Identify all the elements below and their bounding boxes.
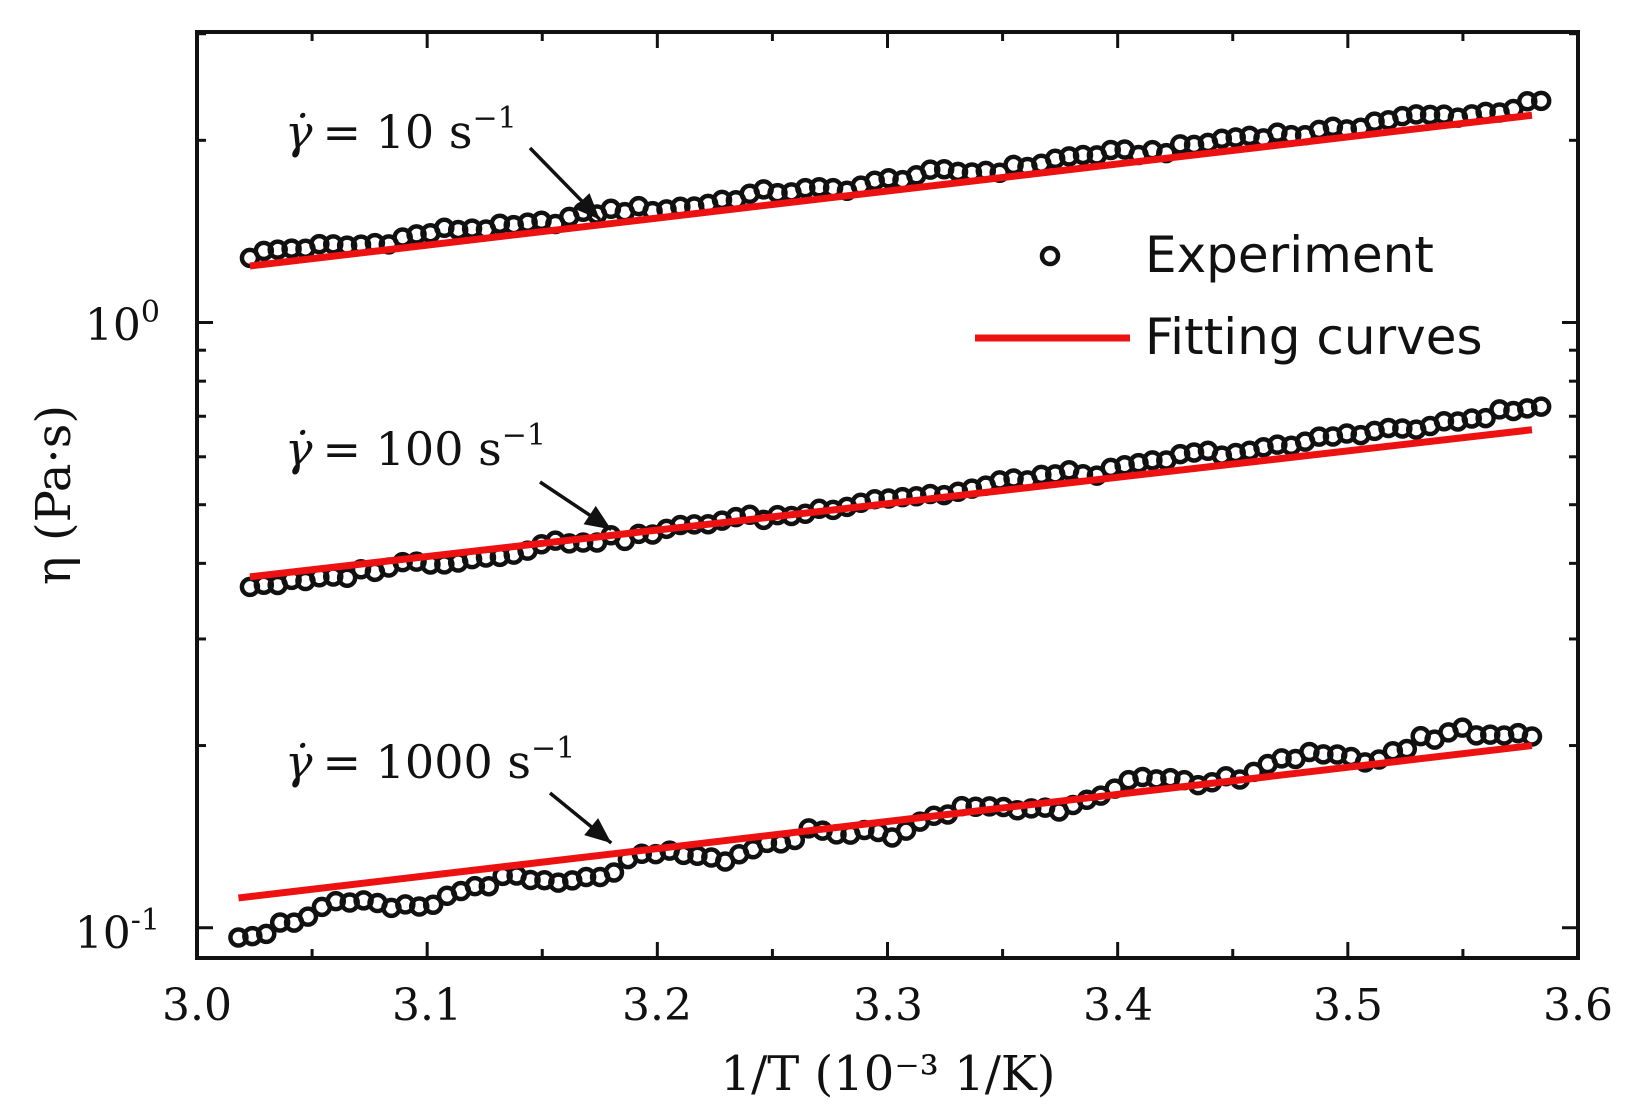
legend: Experiment Fitting curves: [975, 226, 1483, 366]
annotation-100: γ̇ = 100 s−1: [285, 418, 546, 476]
annotation-eq: = 1000 s: [323, 735, 531, 789]
data-point: [478, 875, 500, 897]
annotation-arrowhead: [584, 818, 612, 844]
annotations: [528, 146, 613, 845]
annotation-10: γ̇ = 10 s−1: [285, 101, 517, 159]
data-point: [1530, 90, 1552, 112]
x-tick-label: 3.1: [392, 980, 462, 1031]
annotation-exp: −1: [472, 101, 516, 136]
fit-line: [249, 426, 1533, 581]
annotation-1000: γ̇ = 1000 s−1: [285, 731, 575, 789]
x-tick-label: 3.2: [622, 980, 692, 1031]
axis-ticks: [195, 32, 1580, 958]
annotation-symbol: γ̇: [285, 422, 313, 476]
x-tick-label: 3.0: [162, 980, 232, 1031]
fit-line: [249, 111, 1533, 270]
data-point: [603, 862, 625, 883]
data-point: [1521, 726, 1543, 747]
x-tick-label: 3.5: [1313, 980, 1383, 1031]
annotation-arrowhead: [573, 193, 600, 220]
y-tick-base: 10: [85, 300, 141, 351]
y-tick-label: 10-1: [75, 903, 160, 959]
annotation-eq: = 10 s: [323, 105, 473, 159]
annotation-symbol: γ̇: [285, 105, 313, 159]
y-tick-base: 10: [75, 908, 131, 959]
x-tick-label: 3.4: [1083, 980, 1153, 1031]
annotation-arrowhead: [583, 505, 612, 530]
y-tick-exp: -1: [131, 903, 160, 938]
data-point: [1475, 407, 1496, 429]
y-tick-exp: 0: [141, 295, 160, 330]
legend-marker-circle: [1039, 245, 1061, 267]
data-point: [422, 894, 444, 915]
y-tick-label: 100: [85, 295, 160, 351]
data-point: [255, 923, 277, 945]
annotation-exp: −1: [502, 418, 546, 453]
legend-label-experiment: Experiment: [1145, 226, 1434, 284]
x-tick-label: 3.3: [853, 980, 923, 1031]
annotation-exp: −1: [531, 731, 575, 766]
data-point: [336, 567, 358, 589]
data-point: [1530, 396, 1552, 417]
data-point: [297, 906, 319, 927]
y-axis-title: η (Pa·s): [26, 405, 82, 585]
legend-label-fitting: Fitting curves: [1145, 308, 1483, 366]
x-tick-label: 3.6: [1543, 980, 1613, 1031]
fit-line: [238, 742, 1533, 902]
x-axis-title: 1/T (10⁻³ 1/K): [721, 1046, 1056, 1102]
series-layer: [228, 90, 1552, 948]
annotation-eq: = 100 s: [323, 422, 502, 476]
annotation-symbol: γ̇: [285, 735, 313, 789]
